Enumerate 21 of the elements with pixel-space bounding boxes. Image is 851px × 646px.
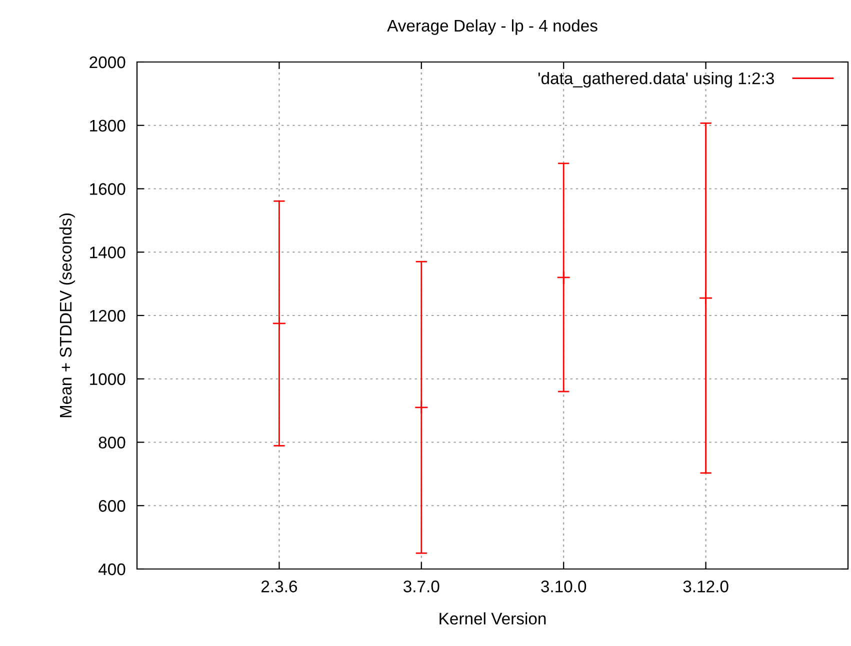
x-tick-label: 3.7.0: [404, 580, 440, 592]
y-tick-label: 400: [98, 563, 126, 576]
x-axis-title: Kernel Version: [440, 612, 546, 625]
y-tick-label: 1600: [90, 183, 126, 195]
y-tick-label: 1800: [90, 120, 126, 132]
point: [698, 291, 713, 306]
chart-title: Average Delay - lp - 4 nodes: [387, 19, 598, 35]
point: [556, 270, 571, 284]
x-tick-label: 3.12.0: [683, 580, 728, 592]
y-tick-label: 600: [98, 500, 126, 512]
y-tick-label: 1200: [90, 310, 126, 322]
x-tick-label: 2.3.6: [262, 580, 298, 592]
y-tick-label: 1400: [90, 246, 126, 258]
y-tick-label: 800: [98, 436, 126, 448]
point: [414, 400, 428, 414]
x-tick-label: 3.10.0: [541, 580, 586, 592]
point: [272, 316, 286, 330]
y-tick-label: 1000: [90, 373, 126, 386]
y-tick-label: 2000: [90, 56, 126, 68]
legend-label: 'data_gathered.data' using 1:2:3: [538, 72, 774, 88]
y-axis-title: Mean + STDDEV (seconds): [59, 213, 75, 418]
